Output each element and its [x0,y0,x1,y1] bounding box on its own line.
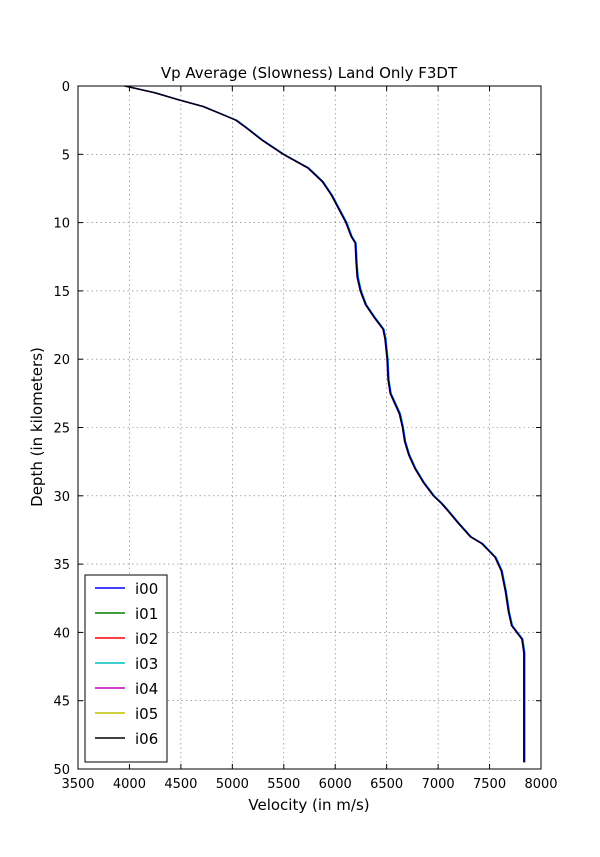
y-axis-label: Depth (in kilometers) [28,347,46,507]
legend-label-i04: i04 [135,680,158,698]
x-tick-label: 3500 [61,777,94,792]
y-tick-label: 20 [53,353,70,368]
y-tick-label: 40 [53,626,70,641]
series-layer [124,85,526,763]
y-tick-label: 5 [62,148,70,163]
x-tick-label: 4000 [113,777,146,792]
x-tick-label: 5000 [216,777,249,792]
tick-layer: 3500 4000 4500 5000 5500 6000 6500 7000 7500 8000… [53,80,557,792]
y-tick-label: 35 [53,558,70,573]
legend-box [84,574,168,763]
y-tick-label: 45 [53,695,70,710]
x-tick-label: 6000 [319,777,352,792]
chart-title: Vp Average (Slowness) Land Only F3DT [161,64,458,82]
y-tick-label: 30 [53,490,70,505]
y-tick-label: 10 [53,217,70,232]
legend-label-i02: i02 [135,630,158,648]
series-line-i06 [124,85,525,763]
legend-label-i06: i06 [135,730,158,748]
y-tick-label: 50 [53,763,70,778]
legend: i00 i01 i02 i03 i04 i05 i06 [84,574,168,763]
legend-label-i00: i00 [135,580,158,598]
x-axis-label: Velocity (in m/s) [248,796,369,814]
y-tick-label: 25 [53,422,70,437]
x-tick-label: 6500 [370,777,403,792]
x-tick-label: 7500 [473,777,506,792]
legend-label-i03: i03 [135,655,158,673]
x-tick-label: 5500 [267,777,300,792]
y-tick-label: 15 [53,285,70,300]
y-tick-label: 0 [62,80,70,95]
legend-label-i05: i05 [135,705,158,723]
legend-label-i01: i01 [135,605,158,623]
x-tick-label: 8000 [524,777,557,792]
x-tick-label: 7000 [422,777,455,792]
x-tick-label: 4500 [164,777,197,792]
